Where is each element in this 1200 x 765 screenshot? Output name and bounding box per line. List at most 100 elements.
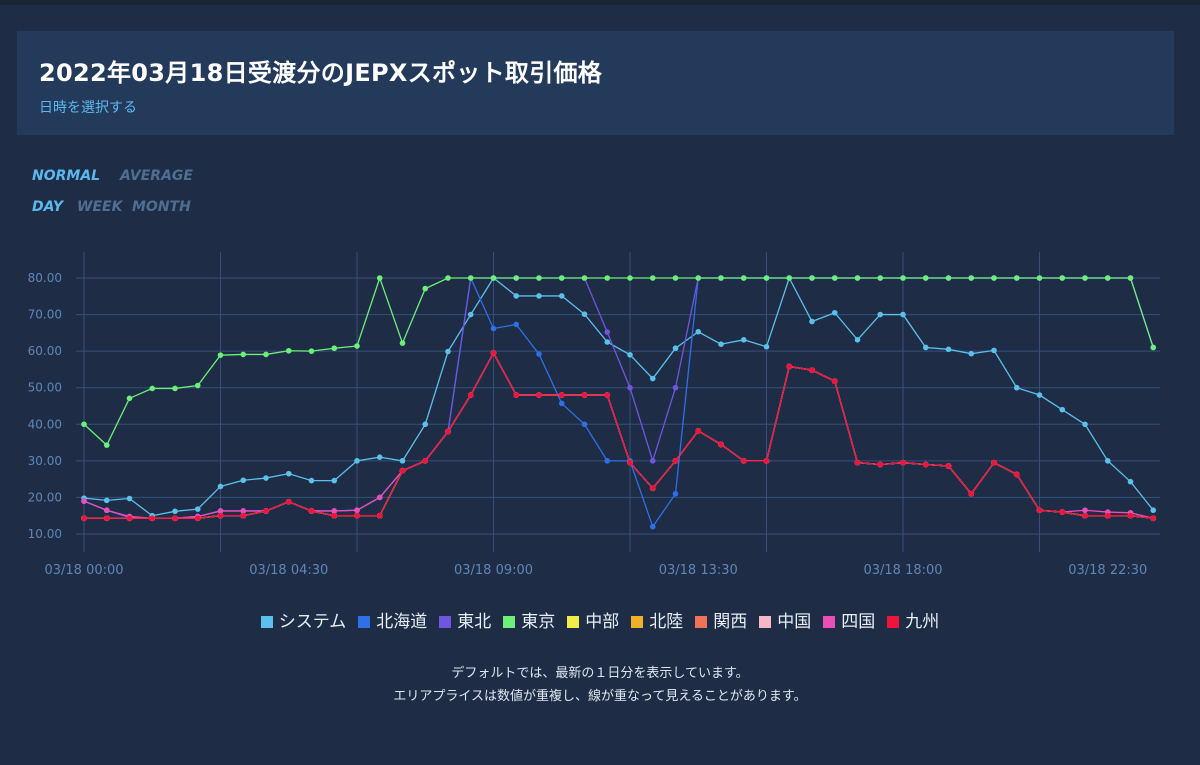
x-tick-label: 03/18 18:00 (863, 563, 942, 578)
mode-average-toggle[interactable]: AVERAGE (120, 168, 193, 184)
data-point (831, 378, 838, 384)
data-point (1036, 275, 1043, 281)
data-point (854, 459, 861, 466)
legend-item[interactable]: 四国 (823, 607, 875, 632)
data-point (604, 458, 611, 464)
note-default-range: デフォルトでは、最新の１日分を表示しています。 (451, 666, 749, 681)
legend-swatch (759, 616, 772, 628)
mode-normal-toggle[interactable]: NORMAL (32, 168, 101, 184)
data-point (786, 275, 793, 281)
data-point (558, 293, 565, 299)
data-point (81, 421, 87, 428)
data-point (536, 351, 542, 357)
data-point (740, 275, 747, 281)
data-point (422, 458, 429, 464)
data-point (354, 343, 360, 349)
data-point (240, 351, 247, 358)
range-week-toggle[interactable]: WEEK (77, 199, 123, 215)
series-line (83, 275, 1154, 447)
legend-item[interactable]: 北陸 (631, 607, 683, 632)
y-tick-label: 10.00 (28, 527, 62, 541)
data-point (536, 392, 542, 398)
data-point (103, 497, 110, 504)
x-tick-label: 03/18 13:30 (659, 563, 738, 578)
data-point (718, 275, 724, 281)
range-day-toggle[interactable]: DAY (32, 199, 63, 215)
legend-item[interactable]: 関西 (695, 607, 747, 632)
data-point (991, 275, 997, 281)
data-point (1127, 478, 1134, 485)
data-point (308, 477, 315, 484)
data-point (331, 512, 338, 519)
data-point (1013, 384, 1020, 391)
data-point (172, 515, 178, 522)
data-point (513, 293, 520, 299)
series-line (84, 351, 1154, 519)
legend-item[interactable]: 九州 (887, 607, 939, 632)
data-point (877, 311, 884, 318)
data-point (490, 275, 497, 281)
data-point (467, 392, 474, 398)
data-point (1036, 392, 1043, 398)
chart-legend: システム 北海道 東北 東京 中部 北陸 関西 中国 四国 九州 (0, 607, 1200, 632)
legend-item[interactable]: 東京 (503, 607, 555, 632)
data-point (1036, 507, 1043, 514)
legend-item[interactable]: 中国 (759, 607, 811, 632)
data-point (467, 275, 474, 281)
y-tick-label: 80.00 (28, 271, 62, 285)
data-point (991, 347, 997, 354)
range-month-toggle[interactable]: MONTH (132, 199, 191, 215)
data-point (831, 275, 838, 281)
legend-swatch (358, 616, 371, 628)
data-point (172, 508, 178, 515)
legend-item[interactable]: 北海道 (358, 607, 427, 632)
legend-label: 四国 (841, 612, 876, 632)
data-point (285, 347, 292, 354)
data-point (1150, 515, 1157, 522)
data-point (467, 311, 474, 318)
data-point (126, 515, 133, 522)
data-point (354, 507, 360, 514)
data-point (194, 506, 201, 512)
data-point (718, 341, 724, 347)
data-point (672, 490, 679, 497)
data-point (354, 458, 360, 464)
legend-item[interactable]: システム (260, 607, 346, 632)
legend-label: 北陸 (649, 612, 684, 632)
data-point (877, 461, 884, 468)
data-point (399, 340, 406, 346)
data-point (740, 458, 747, 464)
data-point (399, 458, 406, 464)
data-point (763, 458, 770, 464)
data-point (1013, 275, 1020, 281)
data-point (217, 483, 224, 490)
data-point (558, 392, 565, 398)
data-point (672, 458, 679, 464)
data-point (308, 508, 315, 514)
data-point (149, 385, 156, 392)
page-title: 2022年03月18日受渡分のJEPXスポット取引価格 (39, 59, 603, 87)
data-point (263, 475, 269, 481)
data-point (103, 442, 110, 448)
data-point (968, 275, 975, 281)
x-tick-label: 03/18 04:30 (249, 563, 328, 578)
y-tick-label: 30.00 (28, 454, 62, 468)
data-point (809, 275, 815, 281)
data-point (649, 523, 656, 530)
legend-swatch (823, 616, 836, 628)
data-point (240, 508, 247, 514)
data-point (672, 275, 679, 281)
data-point (649, 458, 656, 464)
data-point (376, 494, 383, 501)
data-point (376, 275, 383, 281)
select-date-link[interactable]: 日時を選択する (39, 100, 137, 116)
data-point (945, 463, 952, 469)
x-tick-label: 03/18 09:00 (454, 563, 533, 578)
legend-item[interactable]: 中部 (567, 607, 619, 632)
legend-swatch (439, 616, 452, 628)
data-point (900, 275, 906, 281)
legend-item[interactable]: 東北 (439, 607, 491, 632)
data-point (1082, 275, 1088, 281)
data-point (1104, 275, 1111, 281)
data-point (513, 392, 520, 398)
